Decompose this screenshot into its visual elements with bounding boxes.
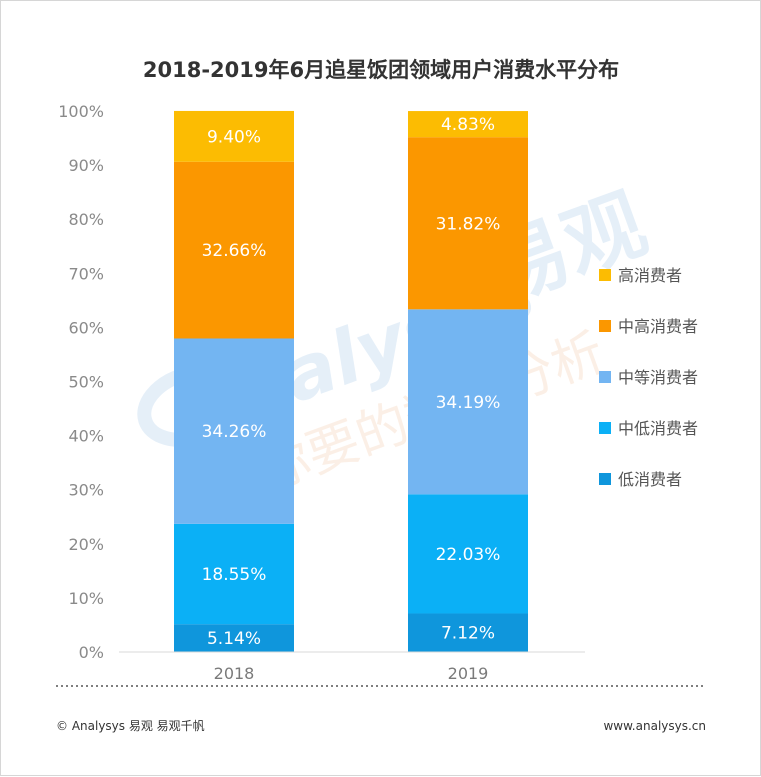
bar-segment [174, 338, 294, 524]
legend-swatch [599, 269, 611, 281]
bar-segment [408, 309, 528, 495]
y-tick-label: 100% [58, 102, 104, 121]
bar-segment [174, 110, 294, 162]
legend-label: 中等消费者 [618, 368, 698, 387]
x-tick-label: 2019 [448, 664, 489, 683]
data-label: 4.83% [441, 115, 495, 135]
legend-label: 中高消费者 [618, 317, 698, 336]
y-tick-label: 90% [68, 156, 104, 175]
bar-segment [408, 137, 528, 310]
x-tick-label: 2018 [214, 664, 255, 683]
footer-copyright: © Analysys 易观 易观千帆 [56, 718, 205, 733]
footer-url: www.analysys.cn [603, 719, 706, 733]
bar-segment [174, 161, 294, 339]
y-tick-label: 70% [68, 264, 104, 283]
bar-segment [408, 111, 528, 138]
data-label: 18.55% [202, 565, 267, 585]
bar-segment [174, 624, 294, 652]
data-label: 7.12% [441, 624, 495, 644]
data-label: 9.40% [207, 127, 261, 147]
chart-title: 2018-2019年6月追星饭团领域用户消费水平分布 [143, 58, 619, 82]
data-label: 34.19% [436, 393, 501, 413]
legend-swatch [599, 320, 611, 332]
legend-label: 中低消费者 [618, 419, 698, 438]
bar-segment [408, 613, 528, 652]
legend-swatch [599, 473, 611, 485]
y-tick-label: 10% [68, 589, 104, 608]
y-tick-label: 30% [68, 481, 104, 500]
bars: 5.14% 18.55% 34.26% 32.66% 9.40% 7.12% 22.03% 3… [174, 110, 528, 652]
data-label: 31.82% [436, 214, 501, 234]
data-label: 32.66% [202, 241, 267, 261]
data-label: 5.14% [207, 629, 261, 649]
y-tick-label: 50% [68, 373, 104, 392]
data-label: 34.26% [202, 422, 267, 442]
y-tick-label: 20% [68, 535, 104, 554]
data-label: 22.03% [436, 545, 501, 565]
legend-swatch [599, 422, 611, 434]
bar-segment [408, 494, 528, 614]
y-tick-label: 40% [68, 427, 104, 446]
legend-swatch [599, 371, 611, 383]
y-tick-label: 0% [79, 643, 104, 662]
legend-label: 低消费者 [618, 470, 682, 489]
x-axis: 2018 2019 [214, 664, 489, 683]
y-axis: 0% 10% 20% 30% 40% 50% 60% 70% 80% 90% 100% [58, 102, 104, 662]
y-tick-label: 80% [68, 210, 104, 229]
legend-label: 高消费者 [618, 266, 682, 285]
bar-segment [174, 523, 294, 625]
y-tick-label: 60% [68, 318, 104, 337]
